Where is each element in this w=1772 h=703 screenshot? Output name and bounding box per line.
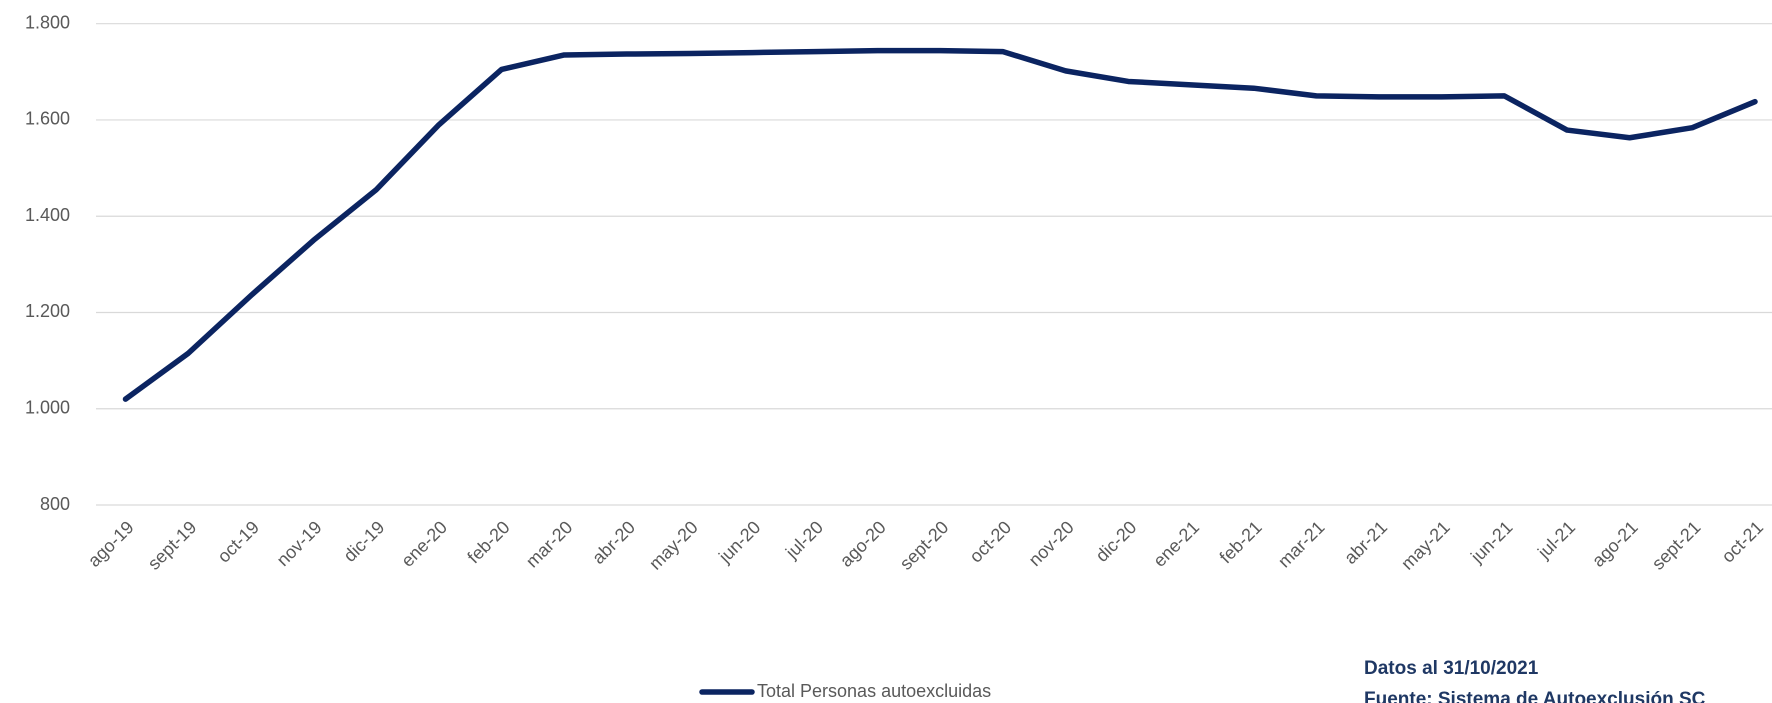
x-tick-label: jul-21 bbox=[1533, 517, 1579, 563]
annotation: Datos al 31/10/2021 bbox=[1364, 658, 1539, 679]
annotation: Fuente: Sistema de Autoexclusión SC bbox=[1364, 689, 1706, 703]
y-tick-label: 1.800 bbox=[25, 12, 70, 32]
y-tick-label: 1.400 bbox=[25, 205, 70, 225]
x-tick-label: dic-19 bbox=[340, 517, 389, 566]
x-tick-label: ene-20 bbox=[397, 517, 451, 571]
y-tick-label: 1.200 bbox=[25, 301, 70, 321]
x-tick-label: ene-21 bbox=[1149, 517, 1203, 571]
y-tick-label: 1.000 bbox=[25, 397, 70, 417]
x-tick-label: may-20 bbox=[645, 517, 702, 574]
x-tick-label: mar-20 bbox=[522, 517, 576, 571]
x-tick-label: feb-20 bbox=[463, 517, 513, 567]
line bbox=[122, 47, 1758, 402]
x-tick-label: ago-21 bbox=[1588, 517, 1642, 571]
x-tick-label: jun-20 bbox=[714, 517, 764, 567]
x-tick-label: nov-19 bbox=[273, 517, 326, 570]
x-tick-label: jul-20 bbox=[781, 517, 827, 563]
x-tick-label: oct-20 bbox=[966, 517, 1016, 567]
x-tick-label: oct-19 bbox=[214, 517, 264, 567]
x-tick-label: sept-19 bbox=[144, 517, 201, 574]
x-tick-label: abr-21 bbox=[1340, 517, 1391, 568]
x-tick-label: may-21 bbox=[1397, 517, 1454, 574]
x-tick-label: oct-21 bbox=[1718, 517, 1768, 567]
x-tick-label: jun-21 bbox=[1466, 517, 1516, 567]
y-tick-label: 800 bbox=[40, 494, 70, 514]
x-tick-label: nov-20 bbox=[1025, 517, 1078, 570]
x-tick-label: mar-21 bbox=[1274, 517, 1328, 571]
x-tick-label: ago-20 bbox=[836, 517, 890, 571]
x-tick-label: feb-21 bbox=[1216, 517, 1266, 567]
y-tick-label: 1.600 bbox=[25, 109, 70, 129]
x-tick-label: sept-21 bbox=[1648, 517, 1705, 574]
x-tick-label: ago-19 bbox=[84, 517, 138, 571]
legend-label: Total Personas autoexcluidas bbox=[757, 681, 991, 701]
x-tick-label: abr-20 bbox=[588, 517, 639, 568]
x-tick-label: dic-20 bbox=[1092, 517, 1141, 566]
x-tick-label: sept-20 bbox=[896, 517, 953, 574]
